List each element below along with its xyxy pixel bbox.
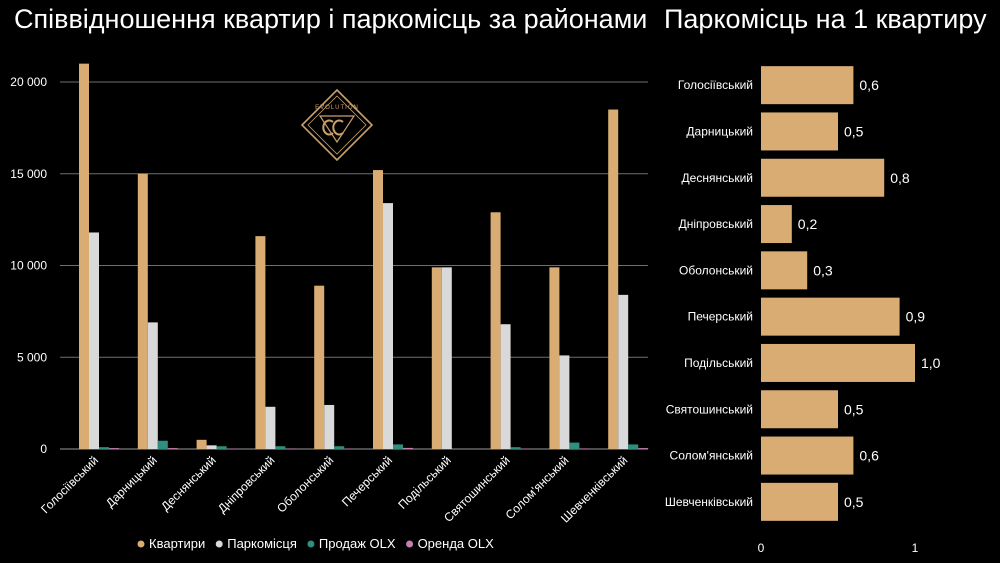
y-category-label: Оболонський bbox=[679, 263, 753, 277]
parking-per-apartment-chart: Голосіївський 0,6 Дарницький 0,5 Деснянський… bbox=[665, 66, 941, 555]
bar bbox=[196, 439, 207, 449]
legend-label: Продаж OLX bbox=[319, 536, 396, 551]
bar bbox=[89, 232, 99, 449]
legend-label: Паркомісця bbox=[227, 536, 297, 551]
x-tick-label: Печерський bbox=[339, 453, 395, 509]
y-category-label: Дарницький bbox=[686, 124, 753, 138]
data-label: 0,5 bbox=[844, 494, 864, 510]
y-tick-label: 20 000 bbox=[10, 75, 47, 89]
bar bbox=[109, 448, 119, 449]
bar bbox=[334, 446, 345, 449]
data-label: 0,5 bbox=[844, 123, 864, 139]
y-tick-label: 5 000 bbox=[17, 350, 47, 364]
data-label: 0,2 bbox=[798, 216, 818, 232]
y-category-label: Солом'янський bbox=[670, 449, 753, 463]
apartments-parking-chart: 0 5 000 10 000 15 000 20 000 Голосіївський Дар… bbox=[10, 63, 649, 551]
legend-marker bbox=[406, 540, 414, 548]
bar bbox=[265, 406, 276, 449]
y-category-label: Дніпровський bbox=[679, 217, 753, 231]
bar bbox=[569, 442, 580, 449]
data-label: 0,6 bbox=[859, 77, 879, 93]
y-tick-label: 0 bbox=[40, 442, 47, 456]
bar bbox=[761, 158, 885, 197]
bar bbox=[147, 322, 158, 449]
data-label: 0,8 bbox=[890, 170, 910, 186]
bar bbox=[373, 170, 383, 449]
bar bbox=[608, 109, 619, 450]
bar bbox=[99, 447, 109, 449]
bar bbox=[431, 267, 442, 449]
x-tick-label: 0 bbox=[758, 541, 765, 555]
bar bbox=[137, 173, 148, 449]
bar bbox=[761, 482, 838, 521]
y-category-label: Шевченківський bbox=[665, 495, 753, 509]
data-label: 0,3 bbox=[813, 262, 833, 278]
y-category-label: Подільський bbox=[684, 356, 753, 370]
bar bbox=[618, 294, 629, 449]
bar bbox=[255, 236, 266, 449]
bar bbox=[383, 203, 393, 449]
bar bbox=[761, 112, 838, 151]
x-tick-label: 1 bbox=[912, 541, 919, 555]
legend-marker bbox=[307, 540, 315, 548]
bar bbox=[638, 448, 649, 449]
x-tick-label: Оболонський bbox=[274, 453, 336, 515]
bar bbox=[628, 444, 639, 449]
bar bbox=[579, 448, 590, 449]
bar bbox=[549, 267, 560, 449]
bar bbox=[510, 447, 521, 449]
bar bbox=[216, 446, 227, 449]
bar bbox=[79, 63, 89, 450]
data-label: 0,6 bbox=[859, 448, 879, 464]
y-tick-label: 10 000 bbox=[10, 259, 47, 273]
bar bbox=[761, 390, 838, 429]
bar bbox=[559, 355, 570, 449]
data-label: 1,0 bbox=[921, 355, 941, 371]
bar bbox=[761, 436, 854, 475]
legend-marker bbox=[215, 540, 223, 548]
legend-label: Оренда OLX bbox=[418, 536, 495, 551]
bar bbox=[324, 404, 335, 449]
x-tick-label: Дарницький bbox=[103, 453, 160, 510]
right-chart-title: Паркомісць на 1 квартиру bbox=[664, 4, 987, 34]
x-tick-label: Дніпровський bbox=[215, 453, 278, 516]
bar bbox=[314, 285, 325, 449]
bar bbox=[761, 297, 900, 336]
bar bbox=[441, 267, 452, 449]
y-category-label: Печерський bbox=[688, 310, 753, 324]
bar bbox=[285, 448, 296, 449]
bar bbox=[490, 212, 501, 449]
bar bbox=[206, 445, 217, 449]
bar bbox=[761, 205, 792, 244]
bar bbox=[393, 444, 403, 449]
data-label: 0,5 bbox=[844, 401, 864, 417]
y-category-label: Голосіївський bbox=[678, 78, 753, 92]
bar bbox=[761, 251, 808, 290]
bar bbox=[157, 440, 168, 449]
bar bbox=[761, 66, 854, 105]
data-label: 0,9 bbox=[906, 309, 926, 325]
bar bbox=[761, 343, 915, 382]
legend-marker bbox=[137, 540, 145, 548]
y-category-label: Деснянський bbox=[682, 171, 753, 185]
y-tick-label: 15 000 bbox=[10, 167, 47, 181]
left-chart-title: Співвідношення квартир і паркомісць за р… bbox=[14, 4, 648, 34]
bar bbox=[403, 447, 413, 449]
bar bbox=[167, 448, 178, 449]
legend-label: Квартири bbox=[149, 536, 205, 551]
logo-text: EVOLUTION bbox=[315, 105, 359, 111]
evolution-logo: EVOLUTION bbox=[300, 88, 374, 167]
x-tick-label: Деснянський bbox=[158, 453, 218, 513]
x-tick-label: Голосіївський bbox=[38, 453, 101, 516]
bar bbox=[500, 324, 511, 449]
y-category-label: Святошинський bbox=[666, 402, 753, 416]
bar bbox=[275, 446, 286, 449]
x-tick-label: Подільський bbox=[395, 453, 454, 512]
